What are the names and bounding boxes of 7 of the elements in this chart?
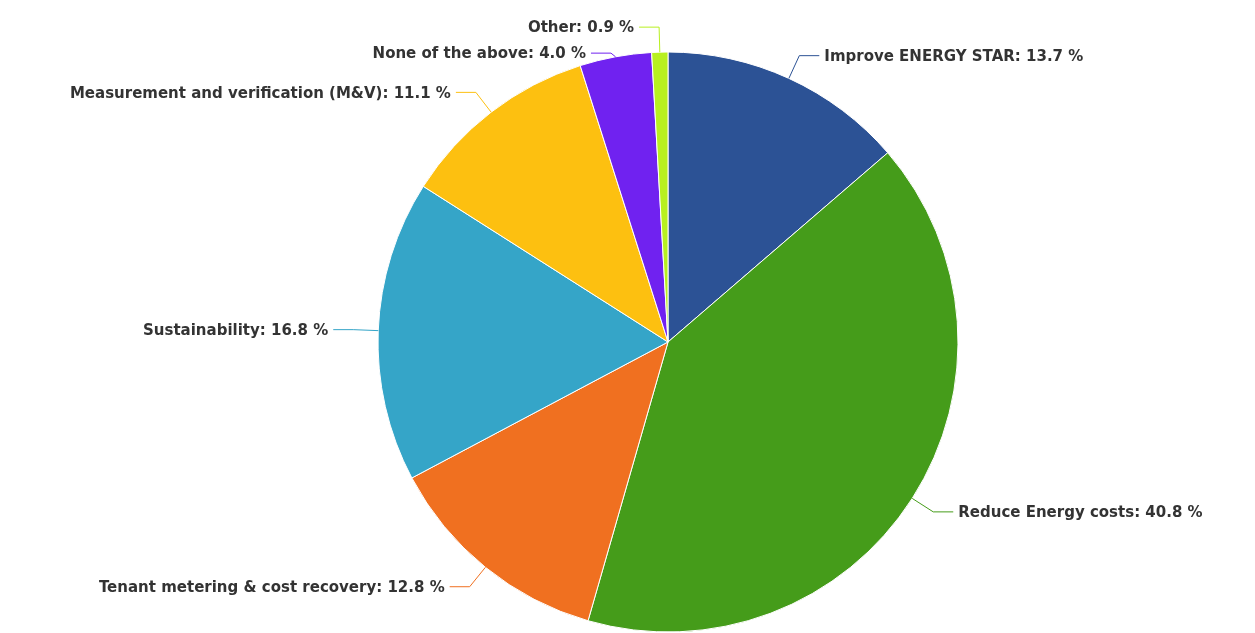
slice-label: Sustainability: 16.8 % — [142, 320, 329, 339]
slice-label: Reduce Energy costs: 40.8 % — [958, 503, 1203, 522]
slice-label: Measurement and verification (M&V): 11.1 % — [69, 83, 451, 102]
slice-label: Tenant metering & cost recovery: 12.8 % — [98, 577, 445, 596]
slice-label: Other: 0.9 % — [527, 18, 635, 37]
slice-label: None of the above: 4.0 % — [372, 44, 586, 63]
slice-label: Improve ENERGY STAR: 13.7 % — [824, 46, 1084, 65]
